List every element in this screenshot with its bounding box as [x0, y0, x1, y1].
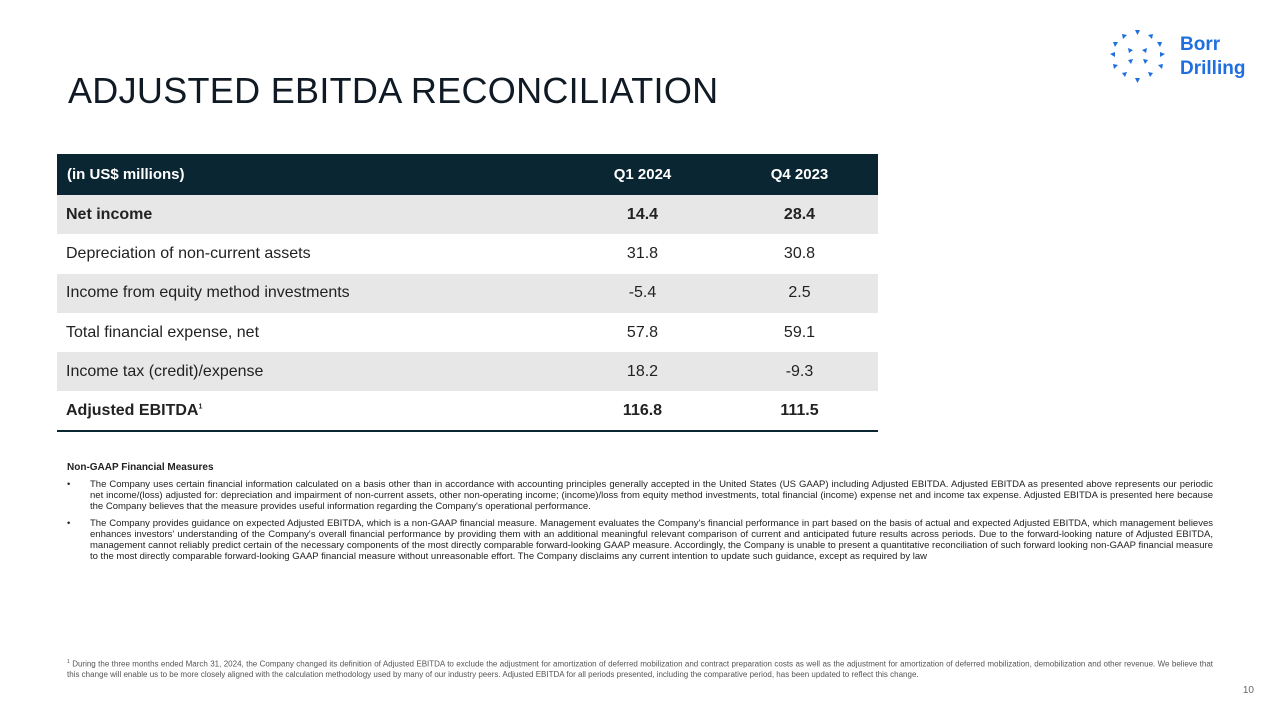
table-row: Total financial expense, net 57.8 59.1 [57, 313, 878, 352]
table-row: Income from equity method investments -5… [57, 273, 878, 313]
value-q4-2023: 59.1 [783, 323, 816, 341]
page-number: 10 [1242, 685, 1254, 696]
row-label: Depreciation of non-current assets [66, 244, 311, 262]
logo-text: Borr Drilling [1180, 33, 1245, 81]
value-q4-2023: 111.5 [721, 391, 878, 432]
header-q4-2023: Q4 2023 [721, 154, 878, 195]
logo-line-2: Drilling [1180, 58, 1246, 79]
table-row: Depreciation of non-current assets 31.8 … [57, 234, 878, 273]
slide-title: ADJUSTED EBITDA RECONCILIATION [68, 70, 719, 111]
value-q4-2023: 30.8 [783, 244, 816, 262]
footnote-marker: 1 [198, 403, 203, 411]
bullet-text: The Company provides guidance on expecte… [90, 518, 1213, 562]
value-q1-2024: 14.4 [564, 195, 721, 235]
row-label: Adjusted EBITDA1 [57, 391, 564, 432]
bullet-marker: • [67, 518, 71, 529]
value-q1-2024: 31.8 [626, 244, 659, 262]
bullet-text: The Company uses certain financial infor… [90, 479, 1213, 512]
row-label: Net income [57, 195, 564, 235]
value-q1-2024: -5.4 [564, 273, 721, 313]
notes-bullet: • The Company provides guidance on expec… [67, 518, 1213, 562]
table-row-total: Adjusted EBITDA1 116.8 111.5 [57, 391, 878, 432]
total-label: Adjusted EBITDA [66, 401, 199, 419]
value-q4-2023: -9.3 [721, 352, 878, 392]
non-gaap-notes: Non-GAAP Financial Measures • The Compan… [67, 462, 1213, 568]
table-row: Income tax (credit)/expense 18.2 -9.3 [57, 352, 878, 392]
value-q1-2024: 18.2 [564, 352, 721, 392]
footnote-text: During the three months ended March 31, … [67, 659, 1213, 680]
logo-line-1: Borr [1180, 34, 1221, 55]
ebitda-reconciliation-table: (in US$ millions) Q1 2024 Q4 2023 Net in… [57, 154, 878, 432]
row-label: Income tax (credit)/expense [57, 352, 564, 392]
footnote-number: 1 [67, 659, 70, 665]
table-header-row: (in US$ millions) Q1 2024 Q4 2023 [57, 154, 878, 195]
value-q4-2023: 2.5 [721, 273, 878, 313]
value-q1-2024: 57.8 [626, 323, 659, 341]
header-q1-2024: Q1 2024 [564, 154, 721, 195]
row-label: Total financial expense, net [66, 323, 260, 341]
footnote: 1 During the three months ended March 31… [67, 657, 1213, 681]
bullet-marker: • [67, 479, 71, 490]
company-logo: Borr Drilling [1108, 28, 1258, 86]
table-row: Net income 14.4 28.4 [57, 195, 878, 235]
notes-bullet: • The Company uses certain financial inf… [67, 479, 1213, 512]
value-q1-2024: 116.8 [564, 391, 721, 432]
notes-heading: Non-GAAP Financial Measures [67, 462, 214, 473]
value-q4-2023: 28.4 [721, 195, 878, 235]
logo-mark-icon [1110, 30, 1165, 83]
header-label: (in US$ millions) [57, 154, 564, 195]
row-label: Income from equity method investments [57, 273, 564, 313]
